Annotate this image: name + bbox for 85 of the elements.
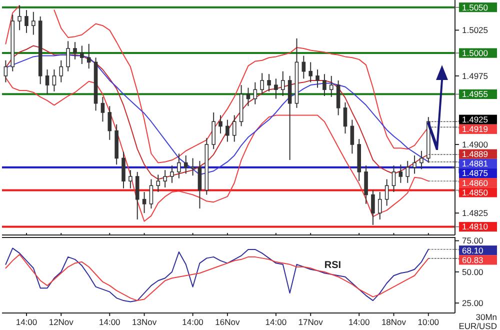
candlestick — [218, 114, 222, 134]
candlestick — [212, 112, 216, 150]
ref-line-label: 1.5000 — [462, 48, 488, 58]
text: 30Mn — [476, 312, 498, 322]
candlestick — [420, 150, 424, 170]
candlestick — [24, 10, 28, 34]
candlestick — [412, 154, 416, 174]
candlestick — [156, 174, 160, 193]
x-tick-label: 18Nov — [381, 317, 407, 327]
candlestick — [177, 153, 181, 179]
candlestick — [18, 4, 22, 31]
candlestick — [184, 154, 188, 174]
ref-line-label: 1.4875 — [462, 168, 488, 178]
x-tick-label: 17Nov — [298, 317, 324, 327]
x-tick-label: 14:00 — [182, 317, 204, 327]
candlestick — [288, 75, 292, 161]
candlestick — [198, 160, 202, 209]
candlestick — [163, 170, 167, 188]
annotation: 1.4881 — [462, 158, 488, 169]
candlestick — [322, 74, 326, 97]
candlestick — [52, 68, 56, 92]
candlestick — [280, 70, 285, 97]
candlestick — [392, 165, 396, 193]
candlestick — [329, 75, 334, 98]
candlestick — [32, 11, 36, 36]
candlestick — [59, 60, 64, 83]
line-series — [5, 77, 429, 222]
candlestick — [73, 42, 77, 60]
text: EUR/USD — [458, 321, 497, 330]
x-tick-label: 13Nov — [132, 317, 158, 327]
candlestick — [384, 178, 389, 206]
candlestick — [122, 151, 126, 189]
x-tick-label: 14:00 — [16, 317, 38, 327]
x-tick-label: 12Nov — [48, 317, 74, 327]
candlestick — [170, 165, 174, 184]
x-tick-label: 14:00 — [99, 317, 121, 327]
y-tick-label: 1.5025 — [462, 25, 488, 36]
annotation: 68.10 — [462, 245, 484, 256]
candlestick — [398, 164, 403, 184]
candlestick — [308, 62, 312, 83]
candlestick — [100, 96, 105, 122]
candlestick — [128, 170, 132, 189]
candlestick — [316, 68, 320, 88]
candlestick — [149, 178, 154, 209]
annotation: 1.4860 — [462, 178, 488, 188]
x-tick-label: 10:00 — [418, 317, 440, 327]
candlestick — [232, 114, 236, 142]
ref-line-label: 1.5050 — [462, 2, 488, 12]
annotation: 1.4889 — [462, 149, 488, 160]
candlestick — [253, 82, 258, 105]
ref-line-label: 1.4850 — [462, 187, 488, 198]
y-tick-label: 1.4825 — [462, 208, 488, 218]
candlestick — [336, 80, 340, 116]
candlestick — [66, 40, 70, 72]
annotation: 1.4919 — [462, 124, 488, 134]
candlestick — [343, 102, 348, 134]
candlestick — [142, 192, 146, 214]
annotation: 1.4925 — [462, 114, 488, 125]
candlestick — [406, 160, 410, 184]
x-tick-label: 14:00 — [348, 317, 370, 327]
candlestick — [260, 72, 264, 95]
x-tick-label: 16Nov — [215, 317, 240, 327]
y-tick-label: 75.00 — [462, 236, 484, 246]
annotation: 60.83 — [462, 254, 484, 265]
candlestick — [274, 78, 278, 100]
text: RSI — [324, 260, 342, 271]
candlestick — [371, 190, 375, 226]
candlestick — [86, 43, 91, 70]
candlestick — [135, 171, 140, 220]
candlestick — [350, 119, 354, 154]
candlestick — [4, 60, 8, 83]
candlestick — [108, 106, 112, 140]
y-tick-label: 1.4975 — [462, 70, 488, 81]
candlestick — [45, 68, 50, 95]
candlestick — [378, 192, 382, 220]
y-tick-label: 25.00 — [462, 298, 484, 308]
candlestick — [226, 119, 230, 142]
ref-line-label: 1.4810 — [462, 222, 488, 232]
ref-line-label: 1.4955 — [462, 89, 488, 100]
candlestick — [267, 74, 271, 92]
candlestick — [80, 45, 84, 65]
candlestick — [364, 165, 368, 204]
y-tick-label: 50.00 — [462, 266, 484, 277]
y-tick-label: 1.4900 — [462, 139, 488, 150]
x-tick-label: 14:00 — [265, 317, 287, 327]
